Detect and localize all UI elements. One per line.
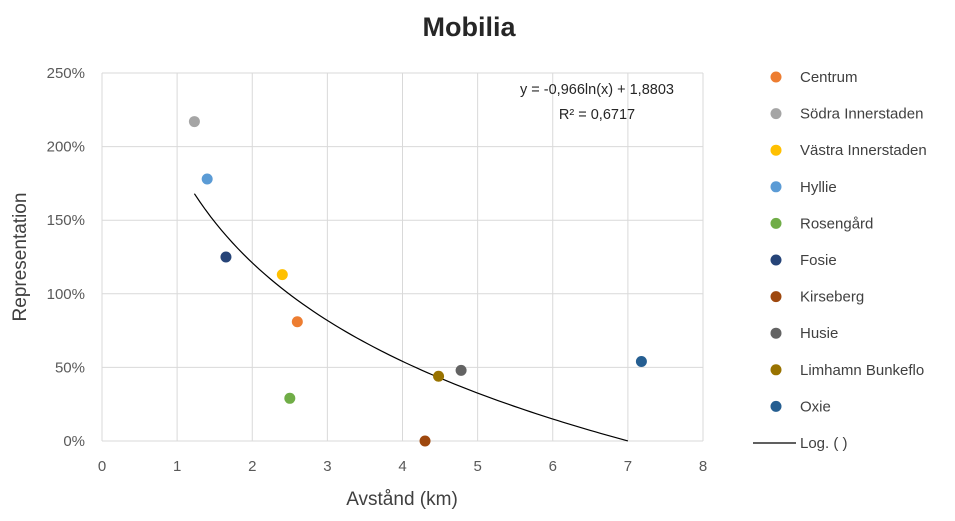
trendline-r-squared: R² = 0,6717 [559, 107, 635, 123]
legend-marker-s-dra-innerstaden [770, 108, 782, 120]
legend-marker-husie [770, 327, 782, 339]
data-point-fosie [220, 251, 232, 263]
chart-title: Mobilia [423, 12, 517, 42]
data-point-s-dra-innerstaden [188, 116, 200, 128]
legend-marker-limhamn-bunkeflo [770, 364, 782, 376]
data-point-husie [455, 364, 467, 376]
legend-marker-oxie [770, 400, 782, 412]
x-tick-label: 7 [624, 458, 632, 475]
y-axis-title: Representation [10, 193, 31, 322]
x-tick-label: 4 [398, 458, 406, 475]
grid-layer [101, 72, 704, 442]
legend-label-husie: Husie [800, 325, 838, 342]
legend-marker-v-stra-innerstaden [770, 144, 782, 156]
y-tick-label: 250% [47, 65, 85, 82]
x-tick-label: 8 [699, 458, 707, 475]
data-point-v-stra-innerstaden [276, 269, 288, 281]
data-point-hyllie [201, 173, 213, 185]
legend-marker-fosie [770, 254, 782, 266]
legend-label-kirseberg: Kirseberg [800, 289, 864, 306]
trendline-equation: y = -0,966ln(x) + 1,8803 [520, 82, 674, 98]
y-tick-label: 200% [47, 139, 85, 156]
legend-label-hyllie: Hyllie [800, 179, 837, 196]
data-point-limhamn-bunkeflo [433, 370, 445, 382]
data-point-kirseberg [419, 435, 431, 447]
legend-label-limhamn-bunkeflo: Limhamn Bunkeflo [800, 362, 924, 379]
x-tick-label: 2 [248, 458, 256, 475]
legend-label-s-dra-innerstaden: Södra Innerstaden [800, 106, 923, 123]
x-tick-label: 0 [98, 458, 106, 475]
data-point-roseng-rd [284, 392, 296, 404]
y-tick-label: 100% [47, 286, 85, 303]
legend-label-fosie: Fosie [800, 252, 837, 269]
legend-marker-roseng-rd [770, 217, 782, 229]
y-tick-label: 0% [63, 433, 85, 450]
y-tick-label: 150% [47, 212, 85, 229]
y-tick-label: 50% [55, 359, 85, 376]
legend: Centrum Södra Innerstaden Västra Innerstad… [753, 69, 927, 452]
legend-marker-centrum [770, 71, 782, 83]
data-point-centrum [291, 316, 303, 328]
data-point-oxie [635, 356, 647, 368]
x-tick-label: 1 [173, 458, 181, 475]
x-tick-label: 3 [323, 458, 331, 475]
legend-marker-kirseberg [770, 291, 782, 303]
x-tick-label: 6 [549, 458, 557, 475]
x-axis-title: Avstånd (km) [346, 489, 458, 510]
data-points [188, 116, 647, 447]
x-tick-labels: 0 1 2 3 4 5 6 7 8 [98, 458, 707, 475]
trendline [193, 193, 629, 442]
legend-marker-hyllie [770, 181, 782, 193]
x-tick-label: 5 [473, 458, 481, 475]
legend-label-oxie: Oxie [800, 398, 831, 415]
legend-label-trendline: Log. ( ) [800, 435, 848, 452]
trendline-layer [193, 193, 629, 442]
legend-label-centrum: Centrum [800, 69, 858, 86]
legend-label-roseng-rd: Rosengård [800, 215, 873, 232]
y-tick-labels: 0% 50% 100% 150% 200% 250% [47, 65, 85, 450]
legend-label-v-stra-innerstaden: Västra Innerstaden [800, 142, 927, 159]
